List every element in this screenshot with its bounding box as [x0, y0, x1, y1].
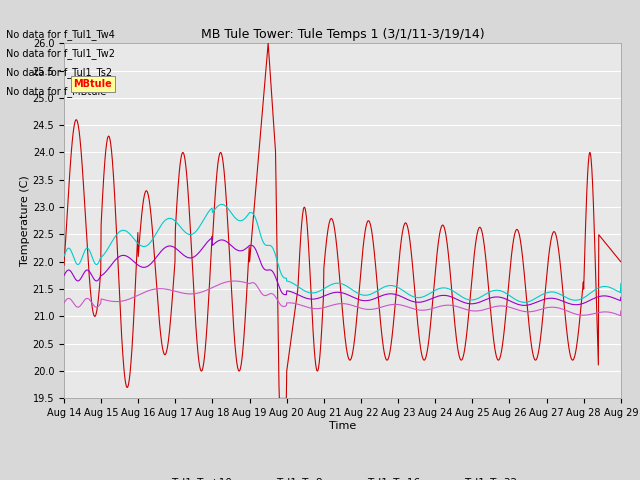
Text: MBtule: MBtule [74, 79, 113, 89]
Text: No data for f_Tul1_Tw4: No data for f_Tul1_Tw4 [6, 29, 115, 40]
Text: No data for f_Tul1_Tw2: No data for f_Tul1_Tw2 [6, 48, 115, 59]
Text: No data for f_MBtule: No data for f_MBtule [6, 86, 107, 97]
X-axis label: Time: Time [329, 421, 356, 431]
Text: No data for f_Tul1_Ts2: No data for f_Tul1_Ts2 [6, 67, 113, 78]
Y-axis label: Temperature (C): Temperature (C) [20, 175, 29, 266]
Legend: Tul1_Tw+10cm, Tul1_Ts-8cm, Tul1_Ts-16cm, Tul1_Ts-32cm: Tul1_Tw+10cm, Tul1_Ts-8cm, Tul1_Ts-16cm,… [148, 473, 537, 480]
Title: MB Tule Tower: Tule Temps 1 (3/1/11-3/19/14): MB Tule Tower: Tule Temps 1 (3/1/11-3/19… [200, 28, 484, 41]
